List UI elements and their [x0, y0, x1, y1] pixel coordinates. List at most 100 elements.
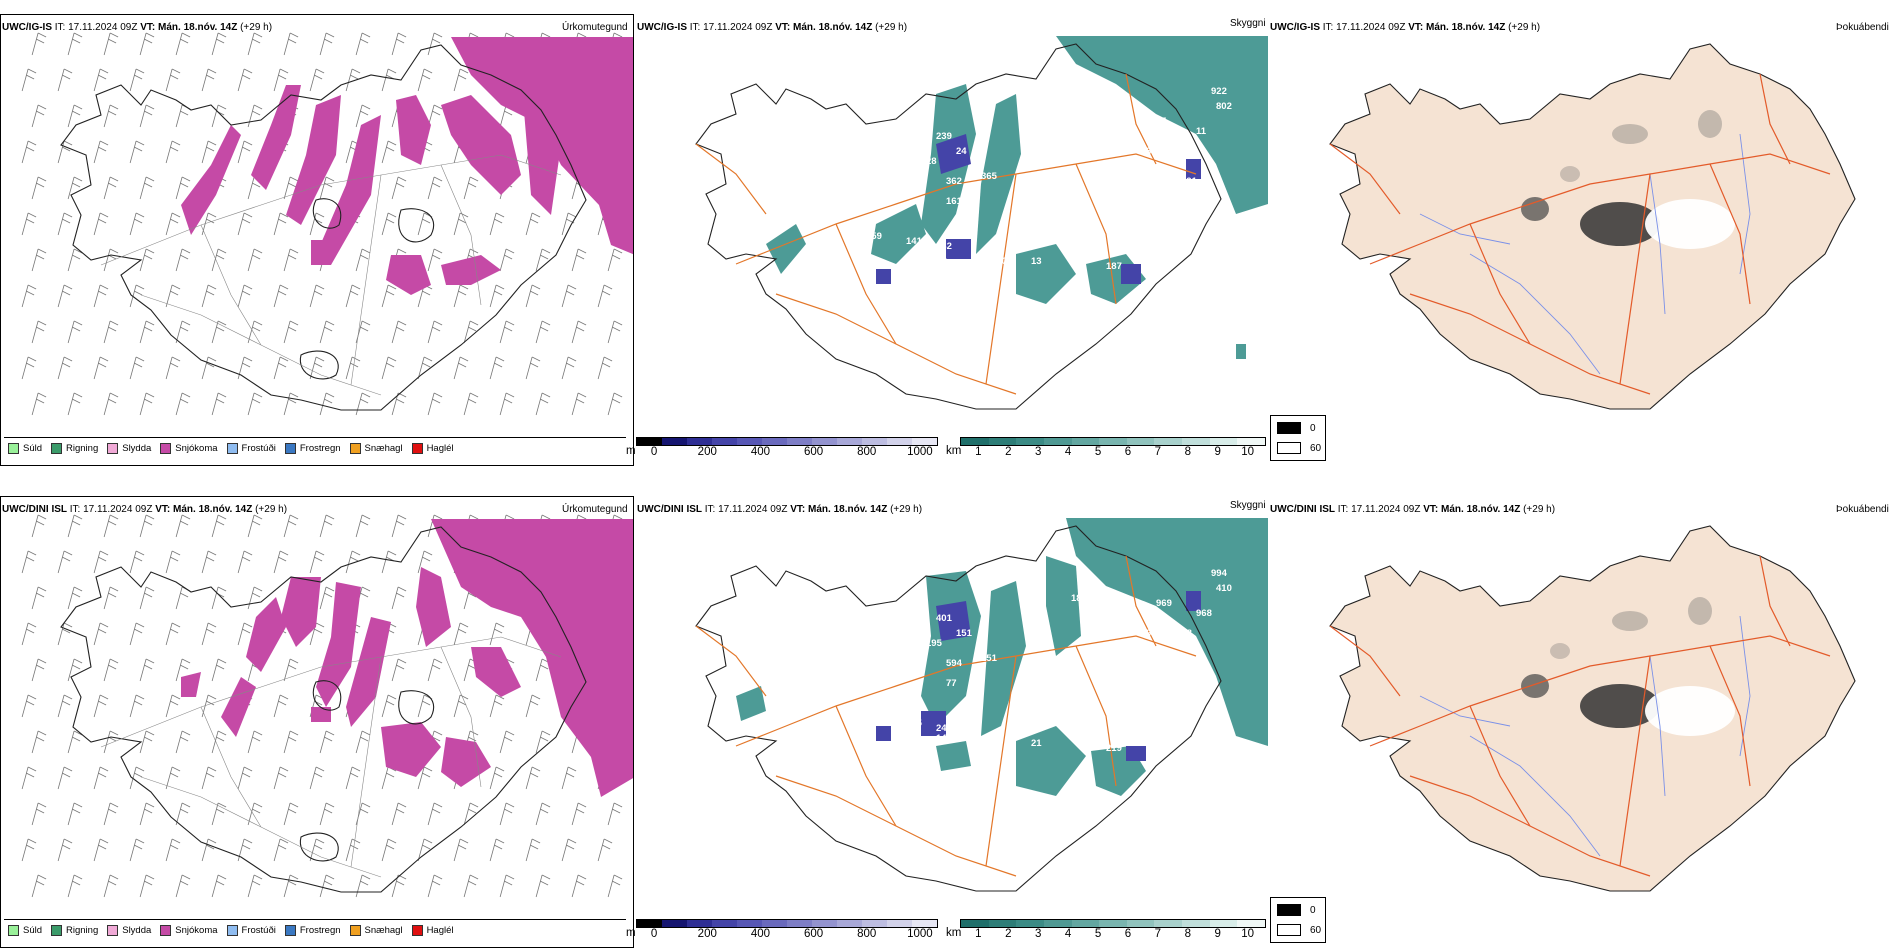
wind-barb — [453, 284, 469, 308]
wind-barb — [489, 212, 505, 236]
wind-barb — [247, 586, 263, 610]
wind-barb — [319, 586, 335, 610]
cloud-base-label: 802 — [1216, 101, 1232, 112]
legend-swatch — [411, 443, 423, 454]
cloud-base-label: 200 — [1136, 698, 1152, 709]
roads — [100, 636, 562, 878]
wind-barb — [165, 550, 181, 574]
wind-barb — [175, 248, 191, 272]
wind-barb — [31, 320, 47, 344]
cloud-base-label: 228 — [1196, 688, 1212, 699]
colorbar-cell — [988, 438, 1017, 445]
wind-barb — [463, 392, 479, 416]
wind-barb — [103, 802, 119, 826]
colorbar-cell — [687, 920, 712, 927]
wind-barb — [31, 658, 47, 682]
cloudbase-colorbar-row1: 0 200 400 600 800 1000 m — [626, 437, 938, 459]
legend-item-snjokoma: Snjókoma — [160, 925, 218, 936]
cloud-base-label: 99 — [1106, 588, 1117, 599]
wind-barb — [129, 622, 145, 646]
visibility-unit: km — [946, 445, 962, 457]
colorbar-tick: 8 — [1184, 446, 1191, 458]
colorbar-cell — [862, 438, 887, 445]
cloud-base-label: 363 — [1136, 166, 1152, 177]
wind-barb — [31, 176, 47, 200]
legend-swatch — [284, 925, 296, 936]
wind-barb — [57, 140, 73, 164]
wind-barb — [309, 550, 325, 574]
wind-barb — [499, 802, 515, 826]
wind-barb — [211, 392, 227, 416]
wind-barb — [391, 874, 407, 898]
wind-barb — [103, 874, 119, 898]
wind-barb — [319, 32, 335, 56]
colorbar-tick: 3 — [1034, 446, 1042, 458]
fog-legend-swatch — [1277, 904, 1301, 916]
wind-barb — [201, 766, 217, 790]
colorbar-cell — [1209, 920, 1238, 927]
wind-barb — [139, 730, 155, 754]
cloud-base-label: 24 — [956, 146, 967, 157]
wind-barb — [67, 802, 83, 826]
wind-barb — [283, 658, 299, 682]
wind-barb — [165, 622, 181, 646]
wind-barb — [247, 104, 263, 128]
wind-barb — [31, 32, 47, 56]
wind-barb — [247, 514, 263, 538]
wind-barb — [453, 838, 469, 862]
wind-barb — [309, 212, 325, 236]
wind-barb — [67, 248, 83, 272]
cloud-base-label: 365 — [981, 171, 998, 182]
cloud-base-label: 149 — [936, 733, 952, 744]
wind-barb — [21, 140, 37, 164]
wind-barb — [391, 802, 407, 826]
fog-legend-item-60: 60 — [1277, 442, 1321, 454]
wind-barb — [201, 550, 217, 574]
cloud-base-label: 11 — [1176, 146, 1187, 157]
colorbar-tick: 1000 — [907, 928, 933, 940]
wind-barb — [607, 802, 623, 826]
legend-item-frostregn: Frostregn — [284, 443, 341, 454]
wind-barb — [607, 320, 623, 344]
colorbar-cell — [837, 438, 862, 445]
wind-barb — [391, 392, 407, 416]
legend-item-frostregn: Frostregn — [284, 925, 341, 936]
wind-barb — [283, 514, 299, 538]
wind-barb — [427, 658, 443, 682]
wind-barb — [103, 248, 119, 272]
wind-barb — [345, 356, 361, 380]
wind-barb — [427, 248, 443, 272]
wind-barb — [283, 176, 299, 200]
colorbar-tick: 5 — [1094, 446, 1102, 458]
wind-barb — [499, 730, 515, 754]
legend-swatch — [160, 925, 172, 936]
colorbar-tick: 10 — [1241, 928, 1255, 940]
visibility-colorbar-ticks: 1 2 3 4 5 6 7 8 9 10 — [960, 446, 1266, 459]
visibility-colorbar-ticks: 1 2 3 4 5 6 7 8 9 10 — [960, 928, 1266, 941]
colorbar-cell — [887, 438, 912, 445]
legend-swatch — [226, 443, 238, 454]
wind-barb — [499, 392, 515, 416]
wind-barb — [31, 248, 47, 272]
wind-barb — [175, 514, 191, 538]
fog-shading — [1521, 597, 1735, 736]
colorbar-cell — [961, 438, 989, 445]
wind-barb — [165, 766, 181, 790]
cloud-base-label: 182 — [1071, 593, 1087, 604]
colorbar-tick: 6 — [1124, 446, 1132, 458]
legend-item-slydda: Slydda — [107, 925, 151, 936]
visibility-colorbar-cells — [960, 437, 1266, 446]
colorbar-tick: 4 — [1064, 446, 1072, 458]
wind-barb — [201, 622, 217, 646]
wind-barb — [535, 248, 551, 272]
colorbar-cell — [1043, 920, 1072, 927]
colorbar-cell — [912, 438, 937, 445]
wind-barb — [67, 176, 83, 200]
cloudbase-colorbar-cells — [636, 919, 938, 928]
cloud-base-label: 52 — [991, 738, 1002, 749]
panel-name-fog-row2: Þokuábendi — [1836, 504, 1889, 515]
colorbar-tick: 0 — [650, 928, 658, 940]
wind-barb — [283, 730, 299, 754]
wind-barb — [165, 356, 181, 380]
fog-panel-row2 — [1270, 496, 1900, 916]
